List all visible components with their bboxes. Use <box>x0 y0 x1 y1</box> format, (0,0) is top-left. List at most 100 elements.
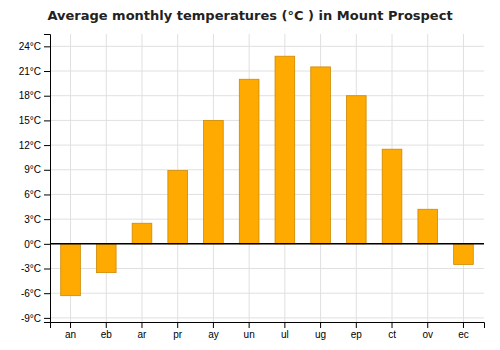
x-tick-label: ug <box>315 329 326 340</box>
zero-line <box>50 243 484 245</box>
y-tick: 21°C <box>19 66 50 77</box>
plot: -9°C -6°C -3°C 0°C 3°C 6°C 9°C 12°C 15°C 18°C 21°C… <box>19 34 485 340</box>
grid-line-x <box>141 34 142 322</box>
grid-line-y <box>50 194 484 195</box>
x-tick-label: ul <box>281 329 289 340</box>
bar <box>204 120 224 243</box>
bar <box>382 149 402 244</box>
y-tick-label: -6°C <box>21 288 41 299</box>
chart: Average monthly temperatures (°C ) in Mo… <box>0 0 500 350</box>
x-tick-label: ct <box>388 329 396 340</box>
bar <box>311 67 331 244</box>
y-tick: 12°C <box>19 140 50 151</box>
grid-line-y <box>50 243 484 244</box>
title: Average monthly temperatures (°C ) in Mo… <box>47 8 452 23</box>
x-tick-mark <box>106 322 107 328</box>
x-tick: ep <box>351 322 363 340</box>
x-tick: ay <box>208 322 219 340</box>
x-tick-label: eb <box>101 329 113 340</box>
y-tick-mark <box>44 244 50 245</box>
y-tick: 3°C <box>24 214 50 225</box>
grid-line-y <box>50 120 484 121</box>
y-tick-mark <box>44 170 50 171</box>
y-tick: 6°C <box>24 189 50 200</box>
grid <box>50 34 484 322</box>
bar <box>61 244 81 296</box>
x-tick-mark <box>392 322 393 328</box>
y-tick-mark <box>44 219 50 220</box>
y-tick-label: 21°C <box>19 66 41 77</box>
grid-line-y <box>50 293 484 294</box>
y-tick-label: 3°C <box>24 214 41 225</box>
y-tick: 15°C <box>19 115 50 126</box>
y-tick-label: 6°C <box>24 189 41 200</box>
grid-line-y <box>50 95 484 96</box>
x-tick: ov <box>422 322 433 340</box>
x-tick-mark <box>249 322 250 328</box>
zero-line-group <box>50 243 484 244</box>
x-tick: ug <box>315 322 326 340</box>
y-tick-label: 0°C <box>24 239 41 250</box>
bar <box>132 223 152 244</box>
x-tick-mark <box>356 322 357 328</box>
x-tick-mark <box>463 322 464 328</box>
bar <box>454 244 474 265</box>
bar <box>418 209 438 244</box>
y-tick-label: 18°C <box>19 90 41 101</box>
x-tick-mark <box>284 322 285 328</box>
y-tick-mark <box>44 269 50 270</box>
x-tick-label: ov <box>422 329 433 340</box>
x-tick-label: an <box>65 329 76 340</box>
bar <box>239 79 259 244</box>
y-axis: -9°C -6°C -3°C 0°C 3°C 6°C 9°C 12°C 15°C 18°C 21°C… <box>19 35 51 324</box>
y-tick: -9°C <box>21 313 50 324</box>
x-tick-label: ar <box>138 329 148 340</box>
y-tick-label: -3°C <box>21 263 41 274</box>
y-tick-mark <box>44 71 50 72</box>
grid-line-y <box>50 46 484 47</box>
x-tick-label: ec <box>458 329 469 340</box>
x-tick-label: pr <box>173 329 183 340</box>
x-tick-mark <box>213 322 214 328</box>
x-tick-label: un <box>244 329 255 340</box>
x-tick-mark <box>177 322 178 328</box>
x-axis-line <box>51 323 485 329</box>
x-tick: eb <box>101 322 113 340</box>
x-tick: ec <box>458 322 469 340</box>
y-tick-label: 9°C <box>24 164 41 175</box>
grid-line-y <box>50 169 484 170</box>
y-tick: 18°C <box>19 90 50 101</box>
y-tick-mark <box>44 318 50 319</box>
y-tick: -6°C <box>21 288 50 299</box>
grid-line-y <box>50 317 484 318</box>
bars <box>61 56 474 295</box>
grid-line-y <box>50 145 484 146</box>
x-tick-mark <box>70 322 71 328</box>
x-axis: an eb ar pr ay un ul ug ep ct ov ec <box>51 322 485 340</box>
x-tick: ct <box>388 322 396 340</box>
y-tick-mark <box>44 293 50 294</box>
y-tick-mark <box>44 145 50 146</box>
x-tick: un <box>244 322 255 340</box>
y-tick-label: 12°C <box>19 140 41 151</box>
y-tick-mark <box>44 96 50 97</box>
y-tick-label: 15°C <box>19 115 41 126</box>
grid-line-x <box>427 34 428 322</box>
y-tick: -3°C <box>21 263 50 274</box>
x-tick: an <box>65 322 76 340</box>
grid-line-x <box>463 34 464 322</box>
x-tick-mark <box>320 322 321 328</box>
x-tick-mark <box>141 322 142 328</box>
bar <box>275 56 295 244</box>
y-tick: 0°C <box>24 239 50 250</box>
x-tick-label: ay <box>208 329 219 340</box>
y-tick: 9°C <box>24 164 50 175</box>
y-tick-mark <box>44 194 50 195</box>
y-tick-label: 24°C <box>19 41 41 52</box>
y-axis-line <box>44 35 51 323</box>
y-tick-mark <box>44 120 50 121</box>
y-tick-mark <box>44 46 50 47</box>
x-tick: pr <box>173 322 183 340</box>
grid-line-x <box>106 34 107 322</box>
x-tick: ar <box>138 322 148 340</box>
